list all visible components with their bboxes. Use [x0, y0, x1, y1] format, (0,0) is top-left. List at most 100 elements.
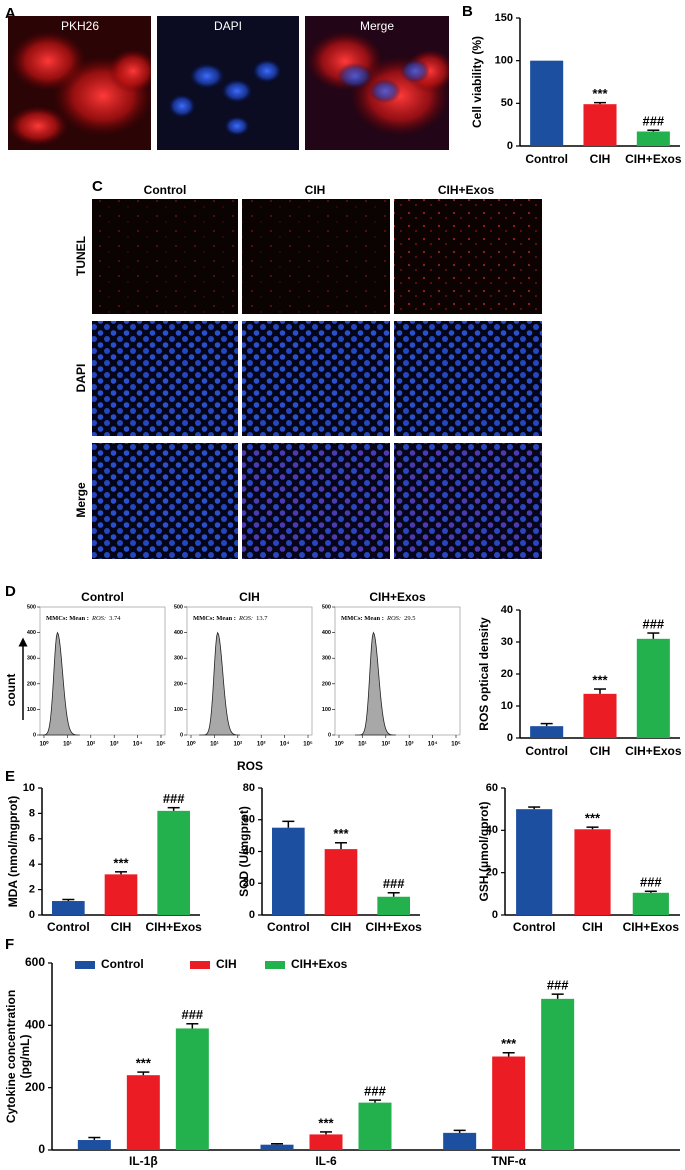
error-bar — [502, 1052, 515, 1057]
bar — [443, 1132, 477, 1150]
significance-label: *** — [592, 672, 608, 687]
y-tick-label: 4 — [29, 858, 36, 870]
annotation-label: MMCs: Mean : — [46, 615, 89, 622]
row-label: DAPI — [74, 364, 88, 393]
x-tick-label: 10¹ — [63, 741, 72, 748]
y-tick-label: 2 — [29, 884, 35, 896]
significance-label: ### — [642, 616, 664, 631]
y-tick-label: 20 — [486, 867, 498, 879]
micrograph — [394, 199, 542, 314]
bar — [77, 1140, 111, 1150]
x-tick-label: Control — [267, 920, 310, 934]
y-tick-label: 0 — [29, 909, 35, 921]
y-tick-label: 0 — [33, 732, 36, 738]
error-bar — [186, 1023, 199, 1029]
column-label: CIH — [305, 183, 326, 197]
annotation-label: MMCs: Mean : — [193, 615, 236, 622]
chart-title: CIH — [239, 590, 260, 604]
y-tick-label: 0 — [249, 909, 255, 921]
y-axis-label: GSH (μmol/gprot) — [477, 802, 491, 902]
error-bar — [282, 820, 295, 828]
significance-label: ### — [547, 978, 569, 993]
x-tick-label: 10² — [86, 741, 95, 748]
chart-title: Control — [81, 590, 124, 604]
x-tick-label: CIH+Exos — [145, 920, 202, 934]
bar — [260, 1144, 294, 1150]
y-tick-label: 300 — [322, 656, 331, 662]
bar — [377, 896, 410, 915]
x-tick-label: 10⁴ — [133, 742, 143, 748]
error-bar — [320, 1131, 332, 1135]
error-bar — [88, 1136, 101, 1141]
x-tick-label: 10⁵ — [451, 742, 461, 748]
x-tick-label: IL-6 — [315, 1154, 337, 1168]
y-tick-label: 100 — [322, 707, 331, 713]
error-bar — [137, 1071, 150, 1076]
x-tick-label: 10⁰ — [334, 741, 344, 748]
error-bar — [647, 129, 660, 132]
y-axis-label: (pg/mL) — [18, 1035, 32, 1079]
y-tick-label: 0 — [492, 909, 498, 921]
chart-title: CIH+Exos — [369, 590, 426, 604]
error-bar — [551, 993, 564, 999]
y-tick-label: 200 — [25, 1080, 45, 1094]
error-bar — [167, 806, 180, 811]
y-tick-label: 600 — [25, 955, 45, 969]
micrograph — [242, 199, 390, 314]
error-bar — [540, 722, 553, 727]
y-tick-label: 40 — [243, 845, 255, 857]
bar — [157, 810, 190, 915]
annotation: MMCs: Mean : ROS: 13.7 — [193, 615, 268, 622]
x-axis-label: ROS — [237, 759, 263, 773]
micrograph — [242, 443, 390, 559]
bar — [358, 1102, 392, 1150]
x-tick-label: CIH+Exos — [625, 744, 682, 758]
error-bar — [335, 842, 347, 850]
annotation-mean: 29.5 — [404, 615, 415, 622]
bar — [530, 60, 564, 146]
micrograph — [92, 321, 238, 436]
y-tick-label: 40 — [501, 604, 513, 616]
y-tick-label: 100 — [174, 707, 183, 713]
error-bar — [644, 890, 657, 893]
y-tick-label: 0 — [328, 732, 331, 738]
micrograph — [92, 443, 238, 559]
y-tick-label: 500 — [322, 604, 331, 610]
bar — [104, 874, 138, 915]
bar — [309, 1134, 343, 1150]
legend-swatch — [265, 961, 285, 969]
legend-label: Control — [101, 957, 144, 971]
legend-swatch — [75, 961, 95, 969]
x-tick-label: Control — [513, 920, 556, 934]
column-label: Control — [144, 183, 187, 197]
image-label: PKH26 — [61, 19, 99, 33]
significance-label: *** — [585, 811, 601, 826]
bar — [516, 809, 553, 915]
significance-label: ### — [383, 876, 405, 891]
y-tick-label: 300 — [27, 656, 36, 662]
x-tick-label: 10³ — [405, 741, 414, 748]
image-label: Merge — [360, 19, 394, 33]
bar — [324, 849, 358, 915]
y-axis-label: MDA (nmol/mgprot) — [6, 796, 20, 908]
x-tick-label: 10⁰ — [186, 741, 196, 748]
panel-label: C — [92, 178, 103, 195]
bar — [636, 131, 670, 146]
y-tick-label: 150 — [495, 12, 513, 24]
column-label: CIH+Exos — [438, 183, 495, 197]
bar — [632, 892, 669, 915]
significance-label: *** — [333, 826, 349, 841]
annotation-mean: 3.74 — [109, 615, 121, 622]
histogram-peak — [355, 631, 396, 736]
significance-label: ### — [181, 1007, 203, 1022]
micrograph — [394, 443, 542, 559]
y-tick-label: 30 — [501, 636, 513, 648]
y-tick-label: 0 — [507, 732, 513, 744]
significance-label: *** — [318, 1115, 334, 1130]
y-tick-label: 400 — [27, 630, 36, 636]
significance-label: ### — [642, 114, 664, 129]
y-tick-label: 0 — [507, 140, 513, 152]
plot-frame — [39, 606, 166, 736]
